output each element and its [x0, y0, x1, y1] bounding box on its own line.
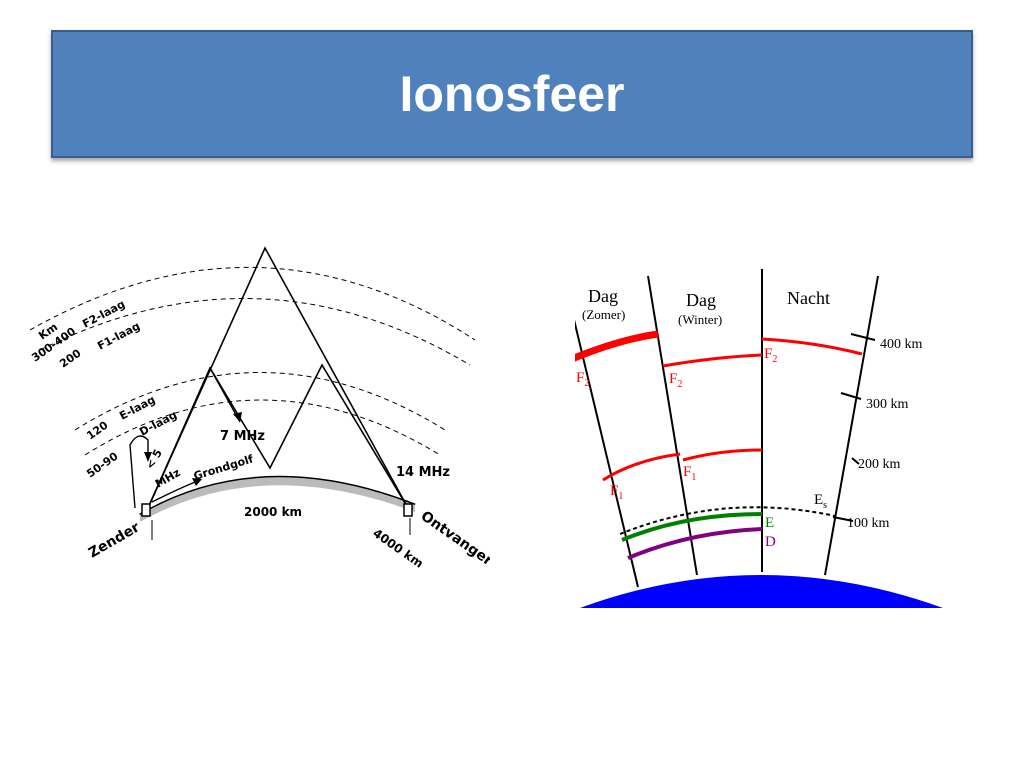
arrowhead-7mhz	[233, 412, 242, 422]
ontvanger-label: Ontvanger	[418, 508, 490, 569]
lt5-label: < 5	[143, 447, 165, 471]
zomer-subheading: (Zomer)	[582, 307, 625, 322]
f2-layer-arc	[30, 266, 476, 341]
e-layer-label: E-laag	[117, 393, 157, 423]
km200-label: 200 km	[858, 457, 901, 472]
divider-2	[647, 275, 698, 576]
f1-zomer-label: F1	[610, 483, 623, 502]
tick-100	[832, 516, 854, 522]
path-d-layer	[129, 435, 149, 509]
d-layer-label: D-laag	[137, 408, 179, 438]
path-14mhz	[147, 246, 409, 509]
f2-zomer-label: F2	[576, 370, 589, 389]
f1-zomer	[602, 452, 681, 482]
d-layer-label: D	[765, 534, 776, 550]
arrowhead-d	[144, 452, 152, 462]
d-layer	[627, 527, 763, 560]
zender-antenna	[141, 503, 151, 517]
path-7mhz	[147, 363, 409, 509]
d-height-label: 50-90	[84, 449, 121, 480]
arrowhead-ground	[192, 478, 202, 486]
km100-label: 100 km	[847, 516, 890, 531]
f2-winter	[662, 353, 763, 368]
earth	[580, 575, 943, 608]
path-7mhz-arrow	[209, 367, 241, 423]
f2-winter-label: F2	[669, 371, 682, 390]
f2-nacht-label: F2	[764, 346, 777, 365]
earth-hatching	[140, 477, 415, 522]
km4000-label: 4000 km	[370, 526, 426, 571]
f1-layer-label: F1-laag	[95, 319, 142, 352]
e-height-label: 120	[84, 418, 111, 442]
dag-winter-heading: Dag	[686, 290, 716, 310]
km2000-label: 2000 km	[244, 505, 302, 519]
e-layer-label: E	[765, 515, 774, 531]
tick-400	[850, 333, 876, 341]
divider-4	[824, 275, 879, 576]
e-layer-arc	[74, 372, 446, 431]
slide-title: Ionosfeer	[399, 66, 625, 122]
zender-label: Zender	[86, 520, 143, 562]
nacht-heading: Nacht	[787, 288, 830, 308]
f2-nacht	[761, 337, 863, 356]
ontvanger-antenna	[403, 503, 413, 517]
propagation-diagram: Km 300-400 F2-laag 200 F1-laag 120 E-laa…	[30, 246, 490, 571]
ionosphere-layers-diagram: Dag (Zomer) Dag (Winter) Nacht 400 km 30…	[575, 269, 943, 608]
dag-zomer-heading: Dag	[588, 286, 618, 306]
tick-200	[851, 457, 860, 465]
winter-subheading: (Winter)	[678, 312, 722, 327]
e-layer	[621, 512, 763, 542]
es-label: Es	[814, 492, 827, 511]
mhz14-label: 14 MHz	[396, 465, 450, 480]
mhz7-label: 7 MHz	[220, 429, 265, 444]
f2-layer-label: F2-laag	[80, 297, 127, 330]
f1-height-label: 200	[57, 346, 84, 370]
f1-winter-label: F1	[683, 464, 696, 483]
f1-layer-arc	[39, 298, 471, 366]
km300-label: 300 km	[866, 397, 909, 412]
km400-label: 400 km	[880, 337, 923, 352]
f2-zomer	[575, 330, 659, 362]
mhz-label: MHz	[153, 466, 183, 491]
f1-winter	[682, 448, 763, 462]
es-layer	[619, 506, 836, 535]
title-bar: Ionosfeer	[51, 30, 973, 158]
tick-300	[840, 392, 862, 400]
divider-1	[575, 319, 639, 588]
